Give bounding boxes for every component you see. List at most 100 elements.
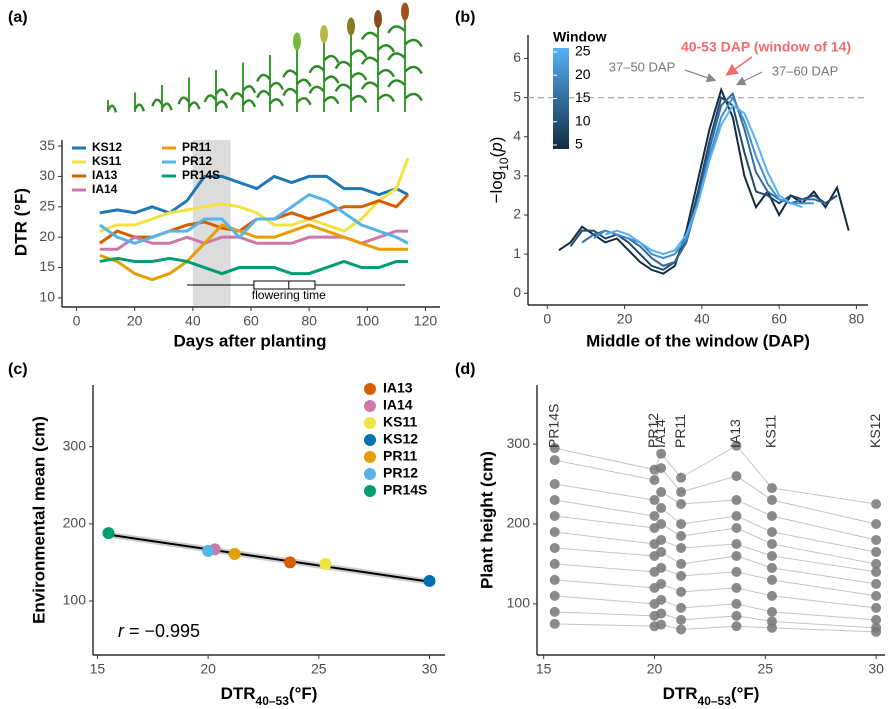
line-series bbox=[569, 95, 838, 271]
colorbar-title: Window bbox=[553, 29, 607, 45]
label-part: (°F) bbox=[289, 684, 318, 703]
legend-swatch bbox=[364, 468, 376, 480]
x-tick-label: 20 bbox=[200, 661, 216, 677]
legend-swatch bbox=[364, 417, 376, 429]
y-tick-label: 200 bbox=[507, 515, 531, 531]
x-tick-label: 20 bbox=[617, 311, 633, 327]
y-tick-label: 100 bbox=[63, 592, 87, 608]
y-tick-label: 1 bbox=[513, 245, 521, 261]
genotype-line bbox=[554, 515, 877, 565]
point bbox=[676, 624, 687, 635]
point bbox=[731, 598, 742, 609]
axis-title: −log10(p) bbox=[487, 137, 511, 204]
environment-label: KS12 bbox=[867, 414, 883, 448]
genotype-line bbox=[554, 547, 877, 585]
point bbox=[676, 472, 687, 483]
label-part: p bbox=[487, 142, 506, 152]
point bbox=[549, 618, 560, 629]
point bbox=[731, 471, 742, 482]
x-tick-label: 80 bbox=[301, 313, 317, 329]
point bbox=[656, 518, 667, 529]
point bbox=[766, 483, 777, 494]
point bbox=[549, 443, 560, 454]
plant-leaf bbox=[241, 85, 257, 94]
legend-label: PR11 bbox=[182, 140, 212, 154]
y-tick-label: 5 bbox=[513, 88, 521, 104]
y-tick-label: 25 bbox=[39, 198, 55, 214]
legend-label: PR12 bbox=[383, 465, 418, 481]
label-part: −log bbox=[487, 171, 506, 204]
label-part: (°F) bbox=[731, 684, 760, 703]
annotation-arrow bbox=[725, 56, 753, 76]
x-tick-label: 120 bbox=[414, 313, 438, 329]
point bbox=[731, 522, 742, 533]
plant-leaf bbox=[282, 87, 298, 97]
plant-leaf bbox=[177, 96, 191, 105]
point bbox=[656, 562, 667, 573]
x-tick-label: 100 bbox=[356, 313, 380, 329]
plant-leaf bbox=[350, 94, 368, 104]
y-tick-label: 4 bbox=[513, 127, 521, 143]
point bbox=[676, 602, 687, 613]
legend-label: IA13 bbox=[92, 168, 118, 182]
point bbox=[656, 463, 667, 474]
point bbox=[549, 542, 560, 553]
legend-label: KS12 bbox=[92, 140, 122, 154]
plant-leaf bbox=[377, 93, 396, 103]
legend-label: IA14 bbox=[92, 182, 118, 196]
plant-leaf bbox=[387, 25, 406, 34]
plant-leaf bbox=[256, 89, 271, 99]
point bbox=[871, 499, 882, 510]
plant-head bbox=[401, 2, 409, 21]
point bbox=[766, 574, 777, 585]
colorbar-label: 5 bbox=[575, 136, 583, 152]
point bbox=[656, 546, 667, 557]
y-tick-label: 10 bbox=[39, 289, 55, 305]
label-part: ( bbox=[487, 151, 506, 157]
point bbox=[731, 511, 742, 522]
point bbox=[549, 511, 560, 522]
point bbox=[676, 542, 687, 553]
fit-line bbox=[108, 533, 430, 583]
x-tick-label: 0 bbox=[73, 313, 81, 329]
point bbox=[549, 495, 560, 506]
plant-leaf bbox=[203, 94, 218, 103]
axis-title: DTR40–53(°F) bbox=[221, 684, 318, 708]
point bbox=[656, 448, 667, 459]
line-series bbox=[99, 174, 409, 215]
environment-label: PR11 bbox=[672, 414, 688, 448]
plant-head bbox=[347, 17, 355, 36]
line-series bbox=[99, 157, 410, 233]
plant-leaf bbox=[323, 75, 340, 84]
point bbox=[676, 586, 687, 597]
plant-leaf bbox=[350, 72, 368, 81]
point bbox=[731, 610, 742, 621]
point bbox=[676, 487, 687, 498]
environment-label: PR14S bbox=[545, 404, 561, 448]
y-tick-label: 2 bbox=[513, 206, 521, 222]
y-axis-title: Environmental mean (cm) bbox=[29, 416, 48, 624]
environment-label: KS11 bbox=[763, 415, 779, 448]
plant-leaf bbox=[377, 68, 396, 78]
point bbox=[871, 558, 882, 569]
point bbox=[676, 614, 687, 625]
point bbox=[656, 594, 667, 605]
point bbox=[871, 602, 882, 613]
plant-head bbox=[320, 25, 328, 43]
point bbox=[766, 590, 777, 601]
x-tick-label: 60 bbox=[771, 311, 787, 327]
point bbox=[871, 566, 882, 577]
axis-title: DTR40–53(°F) bbox=[663, 684, 760, 708]
legend-label: PR14S bbox=[182, 168, 220, 182]
y-tick-label: 300 bbox=[63, 437, 87, 453]
point bbox=[731, 582, 742, 593]
point bbox=[871, 590, 882, 601]
plant-leaf bbox=[269, 81, 284, 91]
x-tick-label: 30 bbox=[868, 661, 884, 677]
point bbox=[676, 558, 687, 569]
point bbox=[766, 562, 777, 573]
genotype-line bbox=[554, 445, 877, 505]
point bbox=[676, 570, 687, 581]
point bbox=[656, 578, 667, 589]
